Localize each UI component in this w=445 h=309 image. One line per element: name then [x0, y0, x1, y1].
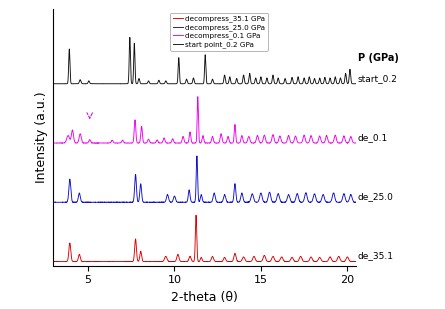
decompress_25.0 GPa	[51, 201, 56, 204]
decompress_35.1 GPa	[126, 260, 131, 264]
decompress_35.1 GPa	[353, 260, 359, 263]
start point_0.2 GPa	[186, 82, 192, 86]
start point_0.2 GPa	[51, 82, 56, 86]
decompress_25.0 GPa	[121, 201, 126, 204]
Text: start_0.2: start_0.2	[358, 74, 397, 83]
Line: start point_0.2 GPa: start point_0.2 GPa	[53, 37, 356, 84]
decompress_35.1 GPa	[124, 260, 129, 263]
start point_0.2 GPa	[127, 36, 133, 39]
decompress_25.0 GPa	[351, 200, 356, 204]
start point_0.2 GPa	[351, 82, 356, 86]
start point_0.2 GPa	[101, 82, 106, 86]
Line: decompress_25.0 GPa: decompress_25.0 GPa	[53, 156, 356, 202]
decompress_25.0 GPa	[165, 193, 170, 197]
Text: de_35.1: de_35.1	[358, 252, 394, 260]
decompress_25.0 GPa	[123, 201, 128, 204]
decompress_0.1 GPa	[351, 141, 356, 145]
decompress_35.1 GPa	[121, 260, 126, 263]
start point_0.2 GPa	[121, 82, 126, 86]
decompress_25.0 GPa	[124, 201, 129, 204]
decompress_25.0 GPa	[353, 201, 359, 204]
decompress_0.1 GPa	[124, 141, 129, 145]
decompress_0.1 GPa	[121, 140, 126, 144]
decompress_35.1 GPa	[123, 260, 128, 263]
Text: de_0.1: de_0.1	[358, 133, 388, 142]
Text: P (GPa): P (GPa)	[358, 53, 399, 63]
decompress_35.1 GPa	[194, 214, 199, 217]
decompress_25.0 GPa	[194, 154, 199, 158]
decompress_25.0 GPa	[186, 188, 192, 192]
decompress_0.1 GPa	[186, 136, 192, 140]
start point_0.2 GPa	[123, 82, 128, 86]
start point_0.2 GPa	[353, 82, 359, 86]
decompress_0.1 GPa	[150, 141, 155, 145]
Line: decompress_0.1 GPa: decompress_0.1 GPa	[53, 97, 356, 143]
decompress_25.0 GPa	[55, 201, 61, 204]
decompress_35.1 GPa	[186, 256, 192, 260]
Legend: decompress_35.1 GPa, decompress_25.0 GPa, decompress_0.1 GPa, start point_0.2 GP: decompress_35.1 GPa, decompress_25.0 GPa…	[170, 13, 267, 51]
start point_0.2 GPa	[124, 82, 129, 86]
decompress_0.1 GPa	[353, 141, 359, 145]
decompress_0.1 GPa	[195, 95, 200, 99]
X-axis label: 2-theta (θ): 2-theta (θ)	[171, 291, 238, 304]
decompress_35.1 GPa	[351, 260, 356, 264]
decompress_35.1 GPa	[165, 258, 170, 261]
decompress_0.1 GPa	[165, 141, 170, 145]
decompress_0.1 GPa	[51, 141, 56, 145]
decompress_35.1 GPa	[51, 260, 56, 263]
Line: decompress_35.1 GPa: decompress_35.1 GPa	[53, 215, 356, 262]
Y-axis label: Intensity (a.u.): Intensity (a.u.)	[35, 92, 48, 183]
Text: de_25.0: de_25.0	[358, 192, 394, 201]
decompress_0.1 GPa	[123, 141, 128, 145]
start point_0.2 GPa	[165, 82, 170, 86]
